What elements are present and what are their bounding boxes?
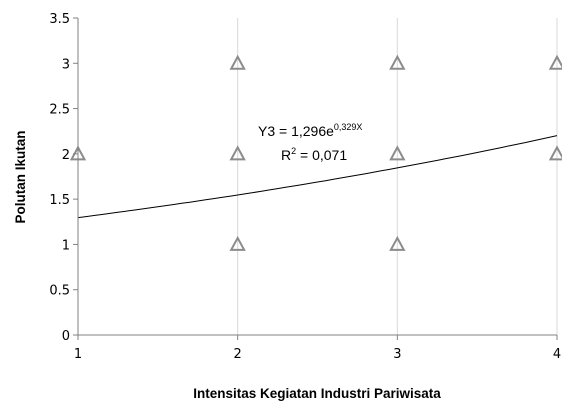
y-tick-label: 0 [62,329,70,344]
x-tick-label: 1 [74,347,82,362]
y-tick-label: 2 [62,148,70,163]
data-point-triangle [389,54,406,70]
x-tick-label: 4 [553,347,561,362]
x-axis-label: Intensitas Kegiatan Industri Pariwisata [193,386,441,401]
y-axis-label: Polutan Ikutan [13,130,28,223]
y-tick-label: 3 [62,57,70,72]
data-point-triangle [229,235,246,251]
trendline-equation: Y3 = 1,296e0,329X [258,122,362,139]
data-point-triangle [389,145,406,161]
axes [77,18,557,336]
equation-lhs: Y3 = 1,296e [258,123,334,139]
x-tick-label: 2 [234,347,242,362]
x-tick-label: 3 [393,347,401,362]
data-point-triangle [229,54,246,70]
data-point-triangle [389,235,406,251]
trendline [77,135,558,219]
grid-lines [237,18,558,335]
trendline-group [77,135,558,219]
y-tick-label: 1 [62,238,70,253]
r2-lhs: R [281,147,291,163]
y-tick-label: 1.5 [49,193,70,208]
y-tick-label: 0.5 [49,284,70,299]
equation-exponent: 0,329X [334,122,363,132]
data-point-triangle [229,145,246,161]
x-tick-labels: 1 2 3 4 [74,335,561,362]
r2-superscript: 2 [291,146,296,156]
y-tick-labels: 0 0.5 1 1.5 2 2.5 3 3.5 [49,12,78,344]
r-squared-label: R2 = 0,071 [281,146,347,163]
data-point-triangle [548,145,562,161]
y-tick-label: 3.5 [49,12,70,27]
r2-rhs: = 0,071 [296,147,347,163]
data-point-triangle [548,54,562,70]
y-tick-label: 2.5 [49,103,70,118]
